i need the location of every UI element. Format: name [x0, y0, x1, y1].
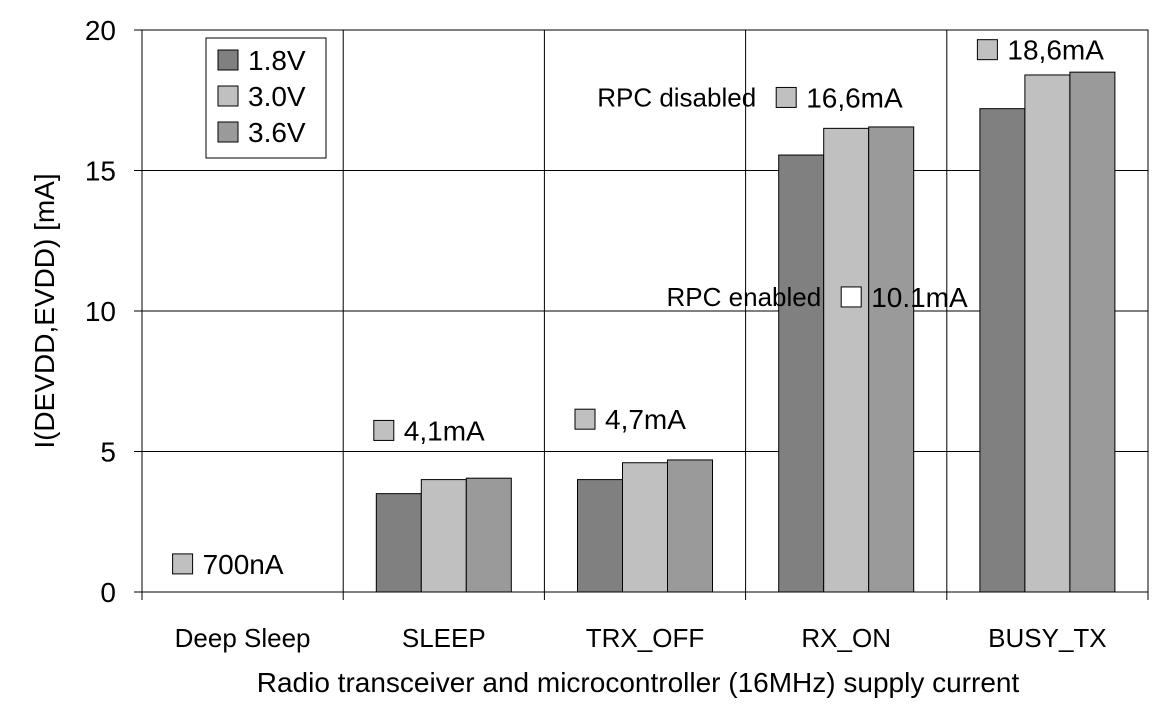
annotation-label: 4,1mA: [404, 415, 485, 446]
legend-swatch: [217, 85, 239, 107]
annotations: 700nA 4,1mA 4,7mA RPC disabled 16,6mA RPC ena…: [172, 35, 1104, 580]
bar-3.0V-SLEEP: [420, 479, 467, 593]
bar-3.0V-TRX_OFF: [622, 462, 668, 593]
legend-swatch: [217, 49, 239, 71]
bars: [375, 71, 1116, 593]
legend-label: 3.6V: [248, 117, 306, 148]
y-tick-label: 0: [100, 577, 116, 608]
annotation-marker: [373, 419, 395, 441]
annotation-prefix: RPC disabled: [597, 82, 756, 112]
annotation-label: 4,7mA: [605, 404, 686, 435]
bar-1.8V-TRX_OFF: [577, 479, 623, 593]
y-axis-title: I(DEVDD,EVDD) [mA]: [29, 173, 60, 448]
legend-swatch: [217, 121, 239, 143]
y-tick-label: 10: [85, 296, 116, 327]
y-tick-label: 20: [85, 15, 116, 46]
x-tick-label: BUSY_TX: [988, 623, 1107, 653]
legend-label: 1.8V: [248, 45, 306, 76]
bar-1.8V-SLEEP: [375, 493, 422, 593]
legend: 1.8V 3.0V 3.6V: [205, 37, 327, 159]
bar-3.6V-RX_ON: [868, 126, 915, 593]
annotation-label: 700nA: [203, 549, 284, 580]
x-tick-label: TRX_OFF: [586, 623, 704, 653]
bar-1.8V-RX_ON: [778, 154, 825, 593]
x-tick-label: RX_ON: [801, 623, 891, 653]
annotation-marker: [840, 286, 862, 308]
bar-3.0V-BUSY_TX: [1024, 74, 1071, 593]
bar-3.0V-RX_ON: [823, 127, 870, 593]
bar-3.6V-BUSY_TX: [1069, 71, 1116, 593]
x-tick-label: SLEEP: [402, 623, 486, 653]
bar-3.6V-TRX_OFF: [667, 459, 713, 593]
bar-3.6V-SLEEP: [465, 477, 512, 593]
annotation-label: 16,6mA: [806, 82, 903, 113]
annotation-marker: [172, 553, 194, 575]
annotation-label: 18,6mA: [1007, 35, 1104, 66]
legend-label: 3.0V: [248, 81, 306, 112]
x-axis-title: Radio transceiver and microcontroller (1…: [257, 667, 1020, 698]
bar-1.8V-BUSY_TX: [979, 108, 1026, 593]
x-tick-label: Deep Sleep: [175, 623, 311, 653]
annotation-marker: [775, 86, 797, 108]
annotation-label: 10.1mA: [871, 282, 968, 313]
axes: [134, 29, 1149, 600]
tick-labels: 0 5 10 15 20 Deep Sleep SLEEP TRX_OFF RX_ON BUSY_…: [85, 15, 1107, 653]
annotation-prefix: RPC enabled: [667, 282, 822, 312]
annotation-marker: [574, 408, 596, 430]
y-tick-label: 5: [100, 437, 116, 468]
annotation-marker: [976, 39, 998, 61]
y-tick-label: 15: [85, 156, 116, 187]
